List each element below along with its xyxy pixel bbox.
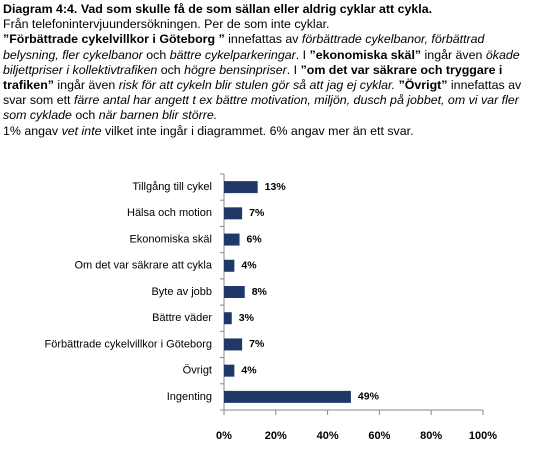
chart-title: Diagram 4:4. Vad som skulle få de som sä… (3, 2, 433, 16)
y-tick-label: Förbättrade cykelvillkor i Göteborg (44, 338, 212, 350)
y-tick-label: Byte av jobb (151, 286, 212, 298)
value-label: 49% (358, 391, 380, 403)
footnote-part: vet inte (61, 123, 102, 138)
y-tick-label: Tillgång till cykel (132, 181, 212, 193)
x-tick-label: 20% (265, 430, 287, 442)
y-tick-label: Om det var säkrare att cykla (74, 260, 212, 272)
bar (224, 364, 235, 377)
note: ”ekonomiska skäl” (309, 47, 422, 62)
footnote: 1% angav vet inte vilket inte ingår i di… (3, 124, 537, 139)
value-label: 13% (265, 181, 287, 193)
bar (224, 233, 240, 246)
note: bättre cykelparkeringar (169, 47, 296, 62)
y-tick-label: Ekonomiska skäl (129, 233, 212, 245)
note: ingår även (57, 78, 116, 93)
bar (224, 207, 243, 220)
note: färre antal har angett t ex bättre motiv… (3, 93, 519, 123)
value-label: 7% (249, 338, 265, 350)
note: och (160, 62, 181, 77)
note: ”om det var säkrare och tryggare i trafi… (3, 62, 503, 93)
bar (224, 286, 245, 298)
x-tick-label: 100% (469, 430, 497, 442)
value-label: 7% (249, 207, 265, 219)
value-label: 4% (241, 260, 257, 272)
value-label: 8% (252, 286, 268, 298)
note: . I (295, 47, 307, 62)
note: innefattas av (228, 32, 299, 47)
y-tick-label: Övrigt (183, 365, 212, 377)
subtitle: Från telefonintervjuundersökningen. Per … (3, 17, 330, 32)
y-tick-label: Ingenting (167, 391, 212, 403)
note: när barnen blir större. (98, 108, 218, 123)
value-label: 6% (247, 233, 263, 245)
notes: ”Förbättrade cykelvillkor i Göteborg ” i… (3, 32, 537, 123)
note: risk för att cykeln blir stulen gör så a… (118, 78, 396, 93)
bar (224, 259, 235, 272)
bar (224, 390, 351, 403)
note: ingår även (424, 47, 483, 62)
value-label: 3% (239, 312, 255, 324)
y-tick-label: Bättre väder (152, 312, 212, 324)
note: ”Förbättrade cykelvillkor i Göteborg ” (3, 32, 225, 47)
x-tick-label: 80% (420, 430, 442, 442)
footnote-part: 1% angav (3, 123, 59, 138)
x-tick-label: 40% (317, 430, 339, 442)
note: högre bensinpriser (184, 62, 287, 77)
note: innefattas av svar som ett (3, 78, 522, 108)
x-tick-label: 0% (216, 430, 232, 442)
note: ökade biljettpriser i kollektivtrafiken (3, 47, 520, 77)
bar (224, 338, 243, 351)
y-tick-label: Hälsa och motion (127, 207, 212, 219)
x-tick-label: 60% (368, 430, 390, 442)
note: och (75, 108, 96, 123)
note: och (146, 47, 167, 62)
note: ”Övrigt” (398, 78, 448, 93)
value-label: 4% (241, 364, 257, 376)
header: Diagram 4:4. Vad som skulle få de som sä… (3, 2, 537, 139)
footnote-part: vilket inte ingår i diagrammet. 6% angav… (104, 123, 414, 138)
bar (224, 181, 258, 194)
bar (224, 312, 232, 325)
note: förbättrade cykelbanor, förbättrad belys… (3, 32, 485, 62)
note: . I (286, 62, 298, 77)
